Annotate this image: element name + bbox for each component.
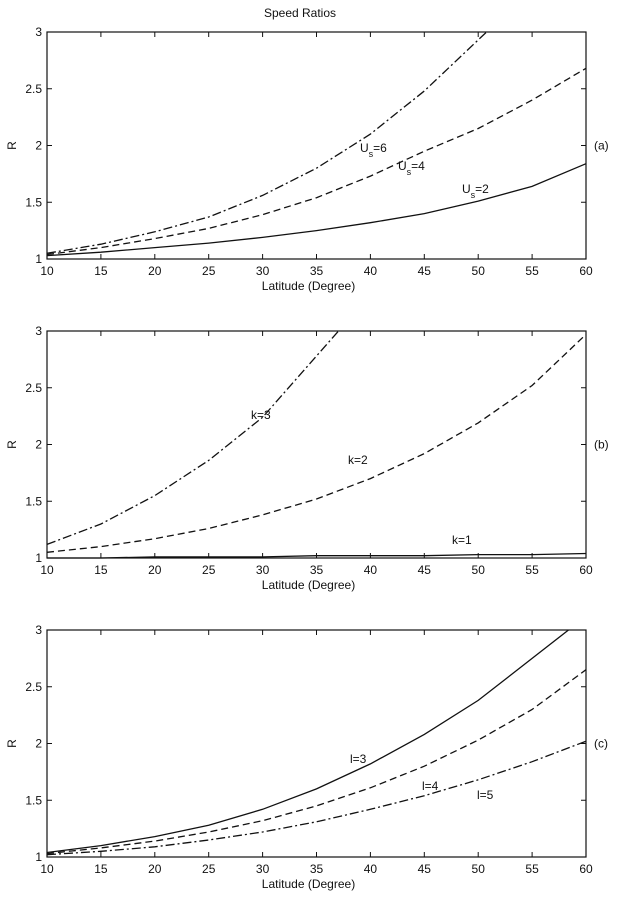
x-tick-label: 55 [525,563,539,577]
panel-2: 10 15 20 25 30 35 40 45 50 55 60 1 1.5 2 2.5 3 Latitude … [5,324,609,592]
panel-label: (c) [594,737,608,751]
x-tick-label: 25 [202,264,216,278]
series-label-value: =2 [475,182,489,196]
x-tick-label: 35 [310,862,324,876]
x-tick-label: 45 [418,862,432,876]
series-line-solid [46,629,569,854]
y-tick-label: 1.5 [25,195,42,209]
x-tick-label: 50 [472,563,486,577]
y-tick-label: 1 [35,252,42,266]
x-tick-label: 20 [148,563,162,577]
y-tick-label: 3 [35,623,42,637]
x-tick-label: 20 [148,264,162,278]
y-axis-label: R [5,141,19,150]
x-tick-label: 45 [418,264,432,278]
series-line-dashdot [46,31,488,254]
x-tick-label: 10 [40,563,54,577]
y-tick-label: 2 [35,438,42,452]
x-tick-label: 20 [148,862,162,876]
panel-1: 10 15 20 25 30 35 40 45 50 55 60 1 1.5 2 2.5 3 Latitude … [5,25,609,293]
x-tick-label: 30 [256,862,270,876]
y-tick-label: 3 [35,25,42,39]
series-label-subscript: s [369,149,374,159]
series-label: l=3 [350,752,367,766]
y-tick-label: 2.5 [25,82,42,96]
y-tick-label: 1.5 [25,793,42,807]
x-tick-label: 45 [418,563,432,577]
x-tick-label: 50 [472,264,486,278]
x-tick-label: 25 [202,563,216,577]
panel-3: 10 15 20 25 30 35 40 45 50 55 60 1 1.5 2 2.5 3 Latitude … [5,623,608,891]
y-axis-label: R [5,739,19,748]
series-label: Us=6 [360,141,387,159]
plot-frame [46,330,587,559]
y-tick-label: 2.5 [25,381,42,395]
series-label-value: =6 [373,141,387,155]
x-tick-label: 35 [310,563,324,577]
x-tick-label: 60 [579,862,593,876]
series-line-solid [47,552,587,559]
y-tick-label: 1 [35,551,42,565]
panel-label: (a) [594,139,609,153]
x-tick-label: 55 [525,264,539,278]
panel-label: (b) [594,438,609,452]
x-tick-label: 30 [256,563,270,577]
y-tick-label: 2 [35,139,42,153]
plot-frame [46,629,587,858]
series-label-value: =4 [411,159,425,173]
plot-frame [46,31,587,260]
x-tick-label: 10 [40,862,54,876]
series-label: Us=2 [462,182,489,200]
x-tick-label: 40 [364,264,378,278]
x-tick-label: 15 [94,264,108,278]
x-tick-label: 50 [472,862,486,876]
panels: 10 15 20 25 30 35 40 45 50 55 60 1 1.5 2 2.5 3 Latitude … [5,25,609,891]
x-axis-label: Latitude (Degree) [262,877,355,891]
x-tick-label: 35 [310,264,324,278]
series-line-dashdot [46,740,587,856]
x-axis-label: Latitude (Degree) [262,578,355,592]
series-line-dashed [46,669,587,855]
x-tick-label: 15 [94,862,108,876]
x-tick-label: 30 [256,264,270,278]
x-axis-label: Latitude (Degree) [262,279,355,293]
series-line-dashed [46,67,587,256]
x-tick-label: 25 [202,862,216,876]
series-label-subscript: s [471,190,476,200]
y-tick-label: 1 [35,850,42,864]
series-line-solid [46,163,587,257]
x-tick-label: 15 [94,563,108,577]
x-tick-label: 55 [525,862,539,876]
y-tick-label: 2.5 [25,680,42,694]
x-tick-label: 60 [579,563,593,577]
y-axis-label: R [5,440,19,449]
series-line-dashdot [46,330,339,546]
x-tick-label: 10 [40,264,54,278]
x-tick-label: 60 [579,264,593,278]
y-tick-label: 1.5 [25,494,42,508]
series-label: k=3 [251,408,271,422]
series-label: Us=4 [398,159,425,177]
series-label: l=4 [422,779,439,793]
series-label: k=1 [452,533,472,547]
y-tick-label: 2 [35,737,42,751]
x-tick-label: 40 [364,563,378,577]
series-label: k=2 [348,453,368,467]
y-tick-label: 3 [35,324,42,338]
figure-title: Speed Ratios [264,6,336,20]
x-tick-label: 40 [364,862,378,876]
series-label: l=5 [477,788,494,802]
series-label-subscript: s [407,167,412,177]
series-line-dashed [46,333,587,553]
